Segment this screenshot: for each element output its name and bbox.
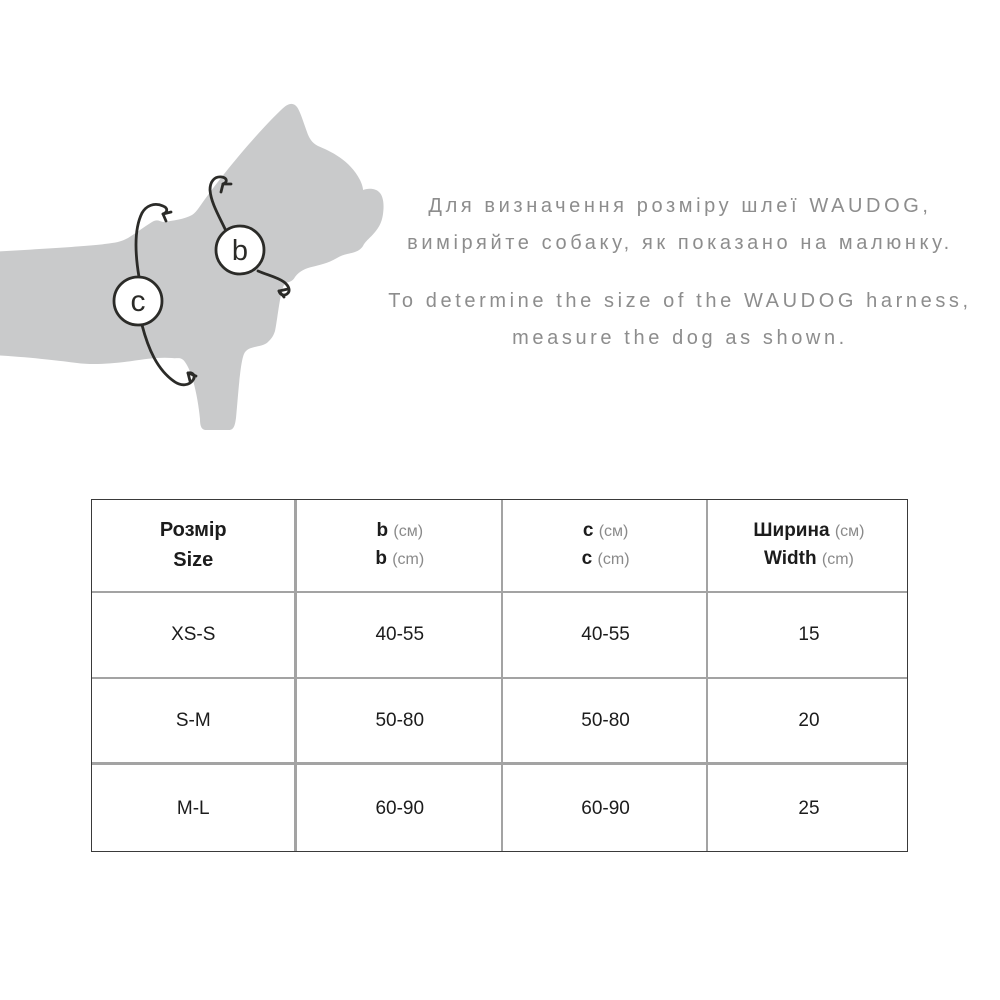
svg-text:c: c: [131, 285, 146, 318]
svg-text:b: b: [232, 235, 248, 267]
